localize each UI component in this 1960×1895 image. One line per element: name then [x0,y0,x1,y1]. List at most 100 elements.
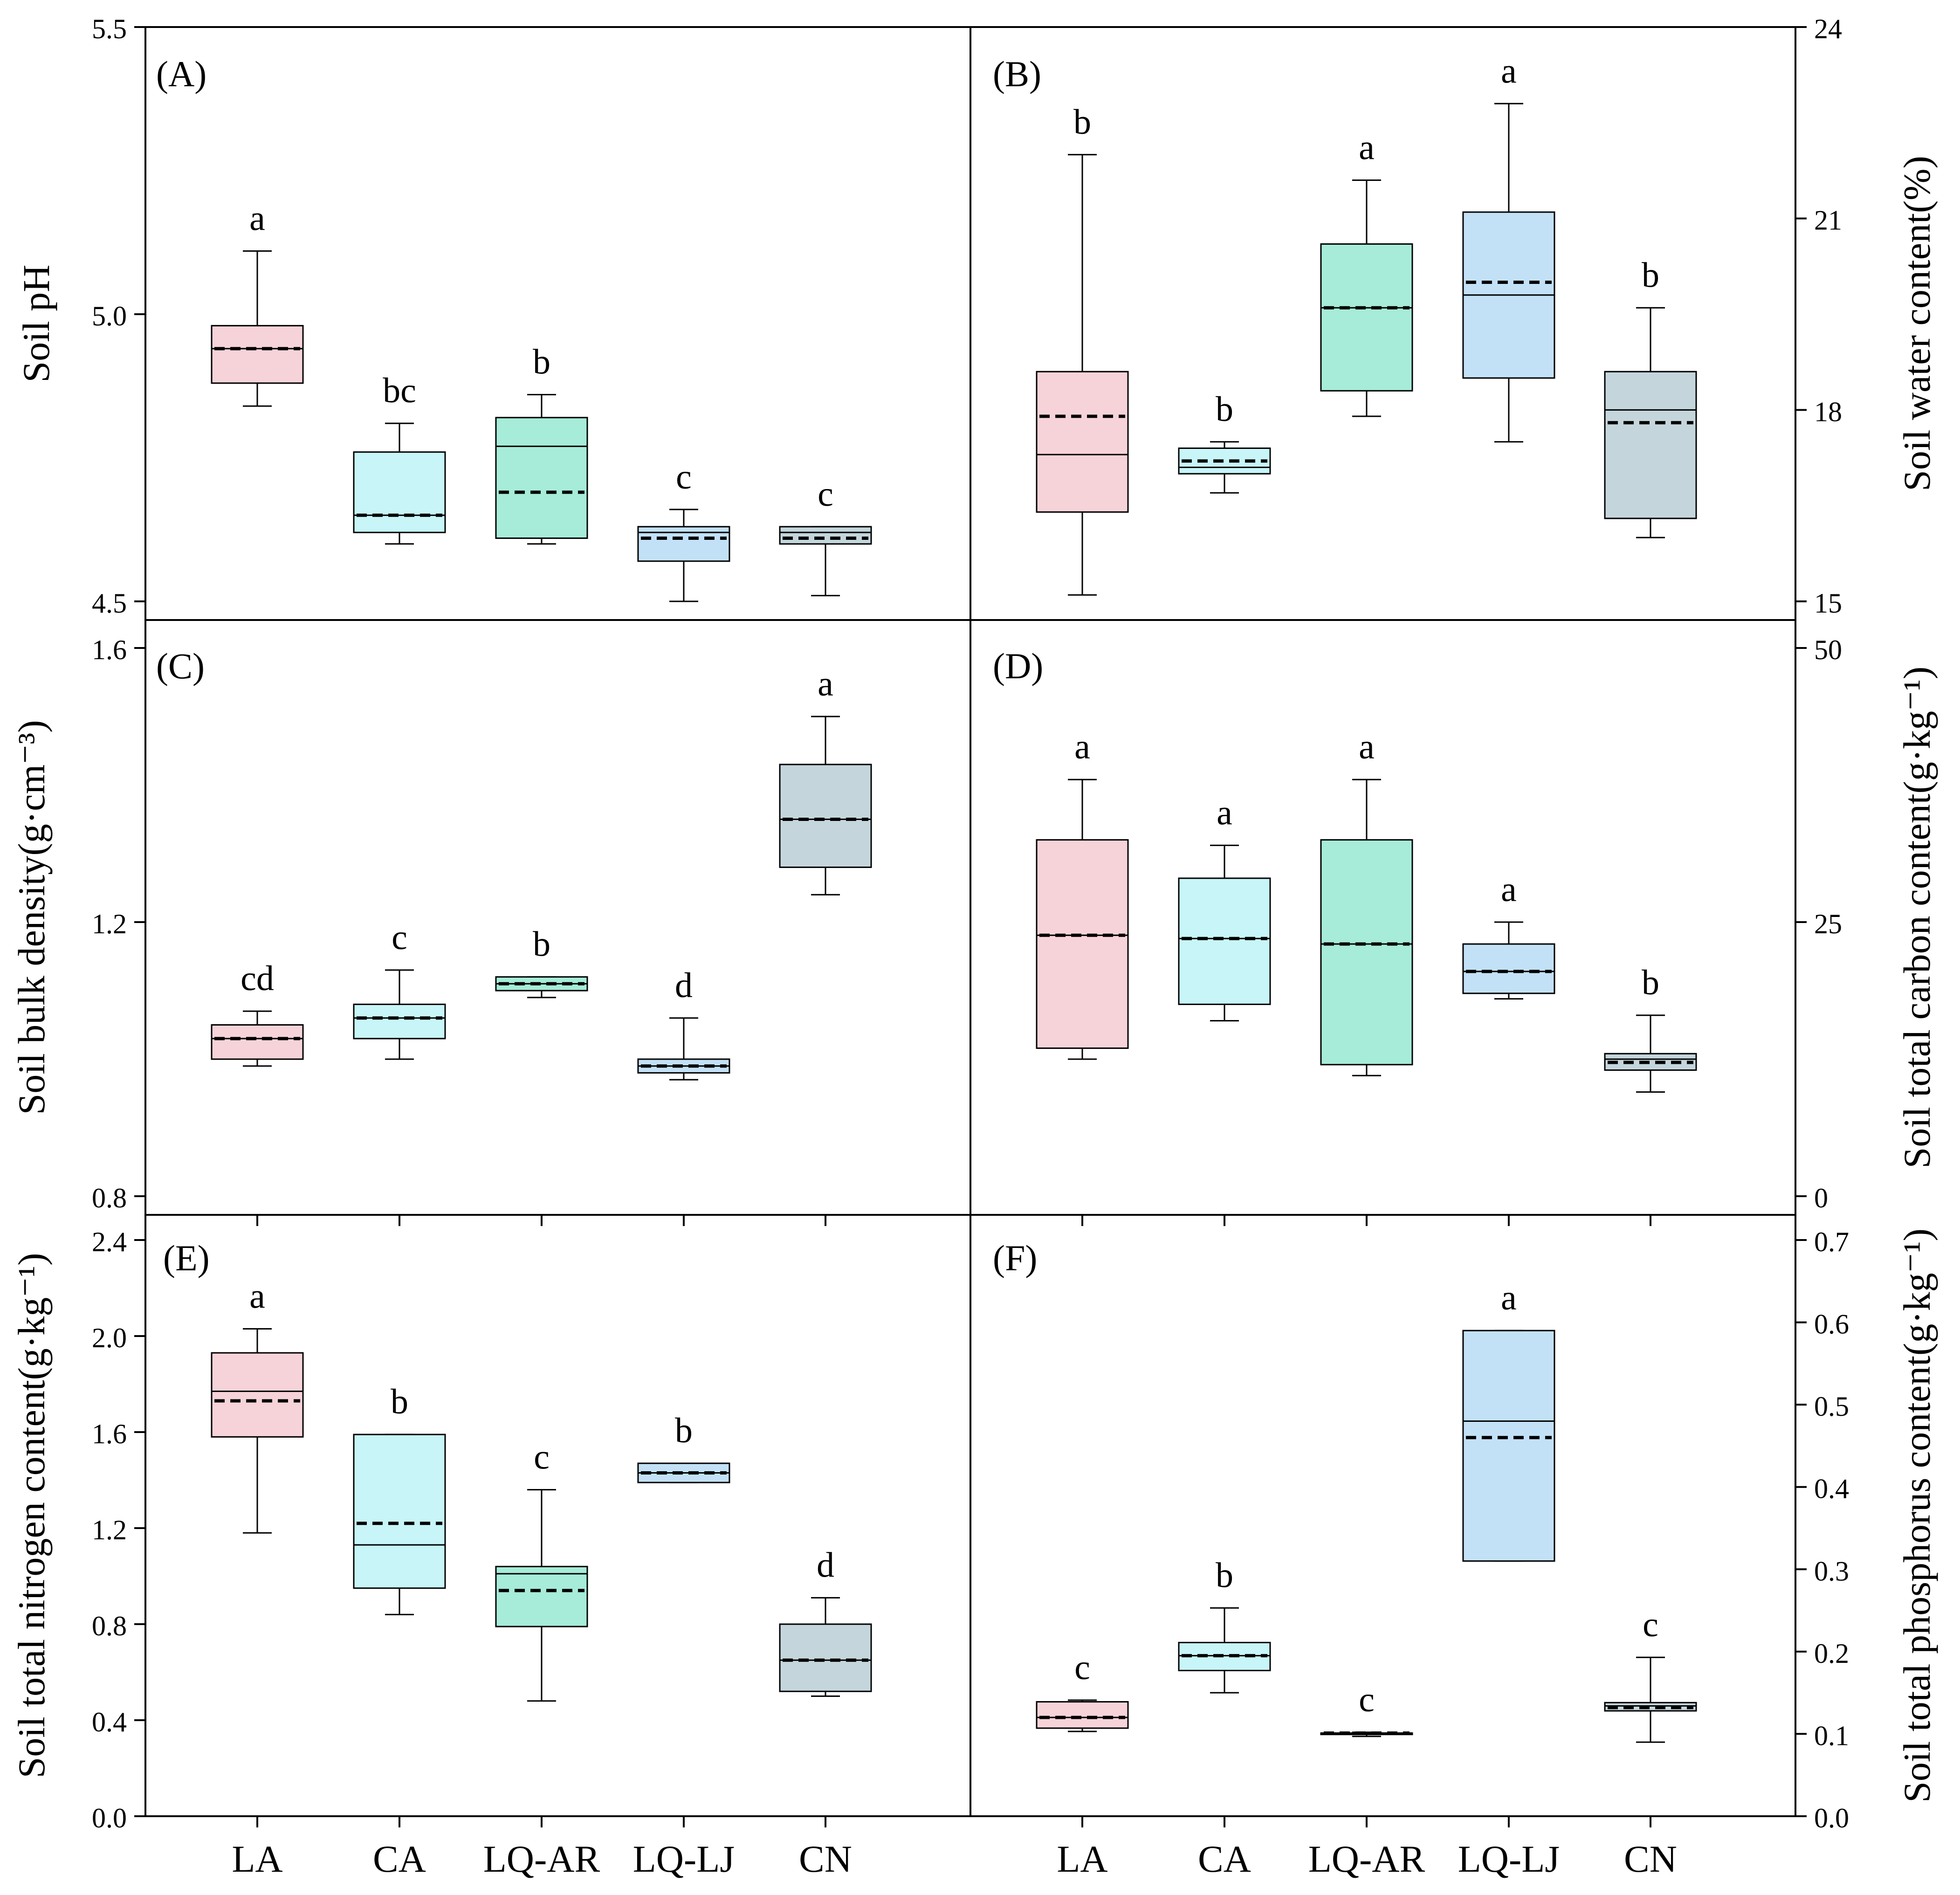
significance-letter-e: b [391,1382,408,1421]
box-a-la [211,325,304,384]
significance-letter-e: c [534,1438,550,1477]
y-axis-title-a: Soil pH [15,265,57,383]
box-d-la [1036,839,1129,1049]
panel-label-a: (A) [156,54,206,94]
x-category-label-f: LA [1057,1838,1107,1880]
y-axis-title-f: Soil total phosphorus content(g·kg⁻¹) [1896,1228,1938,1803]
panel-label-c: (C) [156,646,205,686]
significance-letter-a: b [533,342,550,381]
significance-letter-e: d [817,1545,834,1585]
y-tick-label-a: 4.5 [92,588,127,619]
y-tick-label-b: 18 [1814,396,1842,427]
box-c-cn [779,764,872,868]
y-axis-title-b: Soil water content(%) [1896,156,1938,491]
y-tick-label-a: 5.5 [92,14,127,44]
x-axis-category-labels: LA CA LQ-AR LQ-LJ CN LA CA LQ-AR LQ-LJ CN [232,1838,1677,1880]
y-tick-label-c: 0.8 [92,1183,127,1213]
box-b-la [1036,371,1129,513]
significance-letter-f: a [1501,1278,1517,1317]
box-d-lq-ar [1320,839,1413,1066]
box-d-cn [1604,1053,1697,1071]
significance-letter-c: d [675,966,693,1005]
y-tick-label-a: 5.0 [92,301,127,331]
y-tick-label-f: 0.5 [1814,1391,1849,1422]
box-e-la [211,1352,304,1438]
x-category-label-f: CN [1624,1838,1677,1880]
significance-letter-a: c [818,475,833,514]
y-tick-label-d: 50 [1814,634,1842,665]
box-c-ca [353,1003,446,1040]
y-tick-label-f: 0.1 [1814,1720,1849,1751]
box-b-lq-ar [1320,243,1413,392]
y-axis-title-c: Soil bulk density(g·cm⁻³) [10,720,53,1115]
x-category-label-e: CA [373,1838,426,1880]
y-tick-label-f: 0.2 [1814,1638,1849,1669]
y-axis-title-e: Soil total nitrogen content(g·kg⁻¹) [10,1253,53,1778]
y-tick-label-f: 0.4 [1814,1474,1849,1504]
y-tick-label-f: 0.0 [1814,1803,1849,1833]
y-tick-label-e: 1.2 [92,1515,127,1545]
significance-letter-b: a [1359,128,1375,167]
significance-letter-d: a [1501,870,1517,909]
box-f-cn [1604,1702,1697,1712]
x-category-label-f: LQ-AR [1308,1838,1425,1880]
significance-letter-d: a [1359,727,1375,766]
box-d-lq-lj [1462,943,1555,994]
box-d-ca [1178,877,1271,1005]
significance-letter-b: b [1642,255,1659,295]
significance-letter-b: a [1501,51,1517,90]
significance-letter-a: c [676,457,692,496]
significance-letter-b: b [1073,103,1091,142]
x-category-label-e: LQ-LJ [633,1838,735,1880]
y-tick-label-f: 0.6 [1814,1309,1849,1340]
box-e-ca [353,1433,446,1589]
x-category-label-e: LQ-AR [483,1838,600,1880]
axis-ticks: 4.5 5.0 5.5 15 18 21 24 0.8 1.2 1.6 0 25 50 0.0 0.4 0.8… [92,14,1849,1833]
significance-letter-c: a [818,664,833,703]
significance-letter-c: c [392,918,407,957]
box-e-lq-ar [495,1565,588,1627]
y-tick-label-d: 25 [1814,909,1842,939]
significance-letter-f: c [1359,1680,1375,1719]
significance-letter-d: b [1642,963,1659,1002]
box-c-la [211,1024,304,1060]
significance-letter-e: b [675,1411,693,1450]
y-tick-label-b: 15 [1814,588,1842,619]
box-a-cn [779,526,872,545]
box-f-lq-lj [1462,1330,1555,1562]
significance-letter-f: c [1643,1605,1658,1644]
panel-label-f: (F) [993,1238,1037,1278]
box-f-la [1036,1701,1129,1729]
y-tick-label-b: 24 [1814,14,1842,44]
x-category-label-e: CN [799,1838,852,1880]
significance-letter-d: a [1217,793,1232,832]
x-category-label-e: LA [232,1838,282,1880]
panel-frame-f [970,1214,1796,1817]
y-tick-label-c: 1.2 [92,909,127,939]
x-category-label-f: LQ-LJ [1458,1838,1560,1880]
box-a-ca [353,451,446,533]
panel-label-d: (D) [993,646,1043,686]
significance-letter-f: b [1216,1556,1233,1595]
box-b-cn [1604,371,1697,519]
y-tick-label-b: 21 [1814,205,1842,236]
y-tick-label-f: 0.3 [1814,1556,1849,1586]
x-category-label-f: CA [1198,1838,1251,1880]
y-tick-label-e: 1.6 [92,1419,127,1449]
y-tick-label-d: 0 [1814,1183,1828,1213]
significance-letter-c: b [533,925,550,964]
box-e-cn [779,1623,872,1692]
y-tick-label-c: 1.6 [92,634,127,665]
box-b-ca [1178,447,1271,475]
y-tick-label-e: 0.8 [92,1611,127,1641]
panel-label-e: (E) [163,1238,210,1278]
y-tick-label-e: 0.0 [92,1803,127,1833]
significance-letter-f: c [1074,1648,1090,1687]
significance-letter-a: bc [383,371,416,410]
significance-letter-c: cd [241,959,274,998]
median-mean-lines [212,281,1697,1735]
significance-letter-e: a [249,1277,265,1316]
